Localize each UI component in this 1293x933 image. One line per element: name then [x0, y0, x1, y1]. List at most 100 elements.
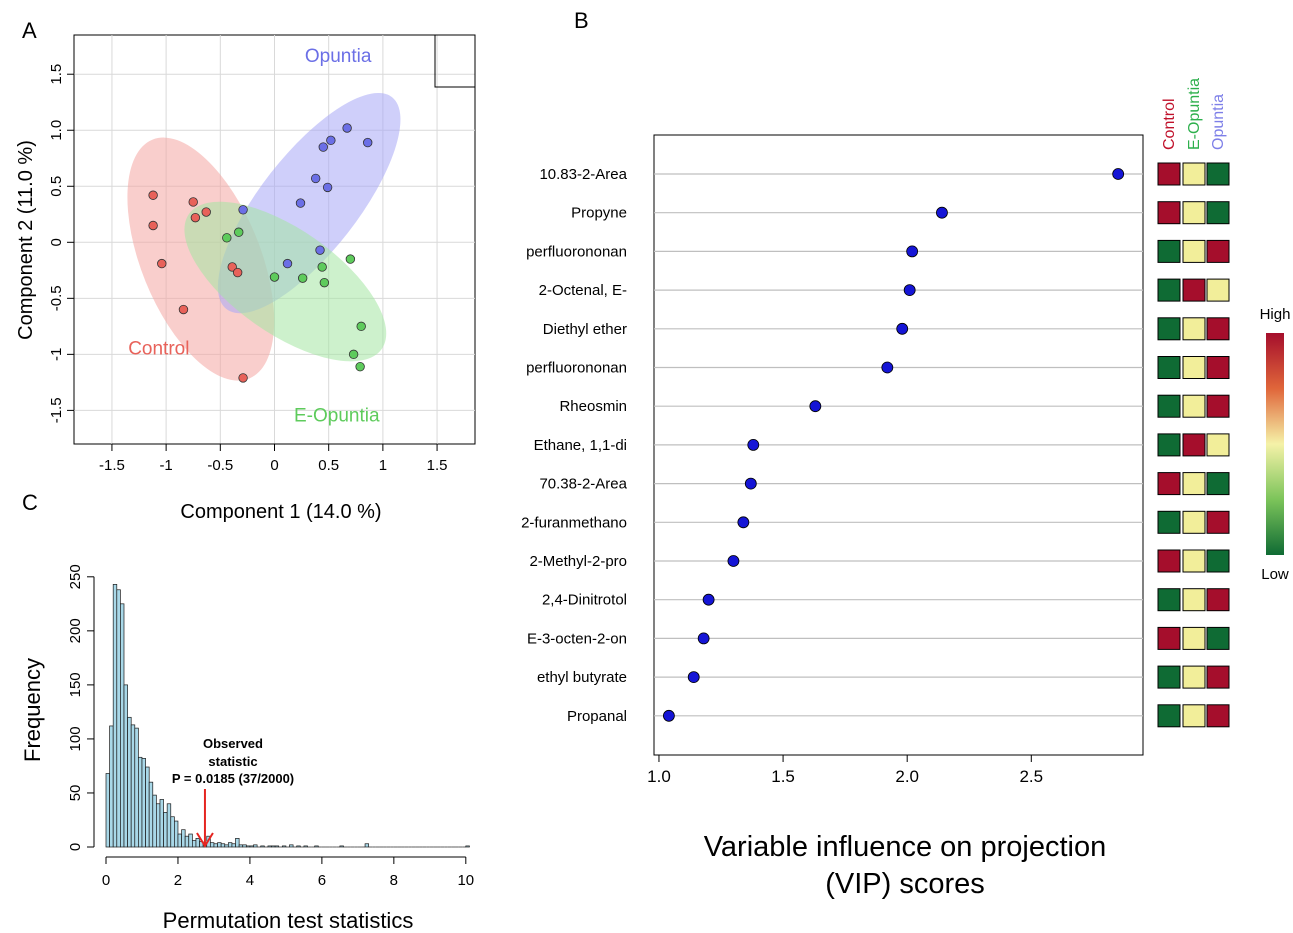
vip-x-tick-label: 2.5	[1019, 767, 1043, 786]
histogram-bar	[245, 845, 251, 848]
histogram-bar	[159, 799, 164, 848]
heatmap-cell	[1157, 201, 1181, 225]
x-tick-label: 1.5	[427, 457, 448, 474]
heatmap-cell	[1182, 549, 1206, 573]
histogram-bar	[112, 584, 118, 848]
vip-heatmap	[1157, 162, 1230, 728]
histogram-bar	[141, 758, 146, 848]
histogram-bar	[274, 845, 280, 848]
heatmap-cell	[1206, 278, 1230, 302]
vip-point	[697, 632, 710, 645]
heatmap-cell	[1206, 626, 1230, 650]
heatmap-cell	[1206, 549, 1230, 573]
vip-point	[809, 400, 822, 413]
vip-point	[687, 671, 700, 683]
histogram-x-tick-label: 2	[174, 872, 182, 889]
histogram-bar	[242, 844, 247, 848]
observed-annotation-line2: statistic	[208, 754, 257, 769]
histogram-bar	[134, 727, 139, 848]
y-tick-label: 1.5	[48, 64, 65, 85]
heatmap-cell	[1157, 394, 1181, 418]
histogram-bar	[184, 835, 190, 848]
histogram-bar	[123, 684, 128, 848]
heatmap-cell	[1182, 665, 1206, 689]
histogram-bar	[231, 843, 236, 848]
vip-row-label: 10.83-2-Area	[539, 166, 627, 183]
heatmap-cell	[1206, 433, 1230, 457]
vip-row-label: 2-Octenal, E-	[539, 282, 627, 299]
vip-row-label: 2-Methyl-2-pro	[529, 553, 627, 570]
histogram-bar	[116, 589, 121, 848]
heatmap-cell	[1182, 356, 1206, 379]
histogram-bar	[289, 844, 294, 848]
legend-color-bar	[1266, 333, 1284, 555]
vip-point	[903, 284, 916, 297]
heatmap-cell	[1182, 278, 1206, 302]
histogram-bar	[217, 842, 222, 848]
vip-row-label: Propyne	[571, 205, 627, 222]
histogram-bar	[364, 843, 370, 848]
legend-low-label: Low	[1261, 566, 1289, 583]
heatmap-cell	[1206, 356, 1230, 379]
histogram-x-tick-label: 6	[318, 872, 326, 889]
panel-letter-a: A	[22, 18, 37, 43]
vip-point	[727, 555, 740, 567]
vip-row-label: perfluorononan	[526, 243, 627, 260]
histogram-bar	[296, 845, 301, 848]
y-tick-label: -1.5	[48, 397, 65, 423]
histogram-bar	[177, 833, 182, 848]
histogram-bar	[127, 716, 132, 848]
x-tick-label: -0.5	[207, 457, 233, 474]
vip-x-axis-label-line2: (VIP) scores	[825, 868, 985, 900]
point-control	[201, 207, 211, 217]
histogram-bar	[303, 845, 308, 848]
point-control	[178, 304, 189, 315]
histogram-bar	[249, 845, 254, 848]
histogram-bar	[181, 829, 186, 848]
y-tick-label: 0.5	[48, 176, 65, 197]
histogram-bar	[163, 812, 168, 848]
histogram-bar	[220, 843, 226, 848]
pca-points	[148, 123, 373, 383]
histogram-bar	[138, 756, 143, 848]
x-tick-label: 0	[270, 457, 278, 474]
point-opuntia	[363, 137, 373, 148]
vip-point	[906, 245, 919, 258]
heatmap-cell	[1206, 704, 1230, 728]
observed-arrow	[196, 789, 214, 848]
vip-row-label: E-3-octen-2-on	[527, 630, 627, 647]
point-e-opuntia	[356, 321, 366, 332]
point-e-opuntia	[319, 277, 330, 288]
histogram-y-tick-label: 200	[67, 618, 84, 643]
histogram-bar	[192, 840, 197, 848]
heatmap-cell	[1182, 588, 1206, 612]
point-e-opuntia	[222, 233, 232, 243]
histogram-bar	[314, 845, 319, 848]
point-control	[148, 190, 158, 200]
histogram-bar	[281, 845, 287, 848]
x-tick-label: 1	[379, 457, 387, 474]
histogram-y-axis: 0 50 100 150 200 250	[67, 564, 95, 851]
vip-rows: 10.83-2-Area Propyne perfluorononan 2-Octen…	[521, 166, 1143, 725]
pca-y-axis-label: Component 2 (11.0 %)	[15, 140, 37, 340]
histogram-x-axis-label: Permutation test statistics	[163, 908, 414, 933]
pca-ellipses	[127, 92, 401, 381]
histogram-bar	[156, 803, 161, 848]
y-tick-label: -0.5	[48, 285, 65, 311]
pca-y-ticks: -1.5 -1 -0.5 0 0.5 1.0 1.5	[48, 64, 75, 423]
vip-row-label: Propanal	[567, 708, 627, 725]
pca-x-ticks: -1.5 -1 -0.5 0 0.5 1 1.5	[99, 443, 448, 474]
histogram-x-tick-label: 4	[246, 872, 254, 889]
histogram-bar	[238, 844, 244, 848]
point-e-opuntia	[345, 254, 356, 264]
heatmap-cell	[1157, 278, 1181, 302]
x-tick-label: -1.5	[99, 457, 125, 474]
point-e-opuntia	[234, 227, 244, 237]
heatmap-cell	[1157, 665, 1181, 689]
histogram-bar	[209, 842, 215, 848]
histogram-bar	[227, 842, 233, 848]
vip-row-label: Ethane, 1,1-di	[534, 437, 627, 454]
heatmap-cell	[1157, 317, 1181, 341]
heatmap-cell	[1157, 549, 1181, 573]
vip-heatmap-headers: Control E-Opuntia Opuntia	[1161, 78, 1227, 150]
